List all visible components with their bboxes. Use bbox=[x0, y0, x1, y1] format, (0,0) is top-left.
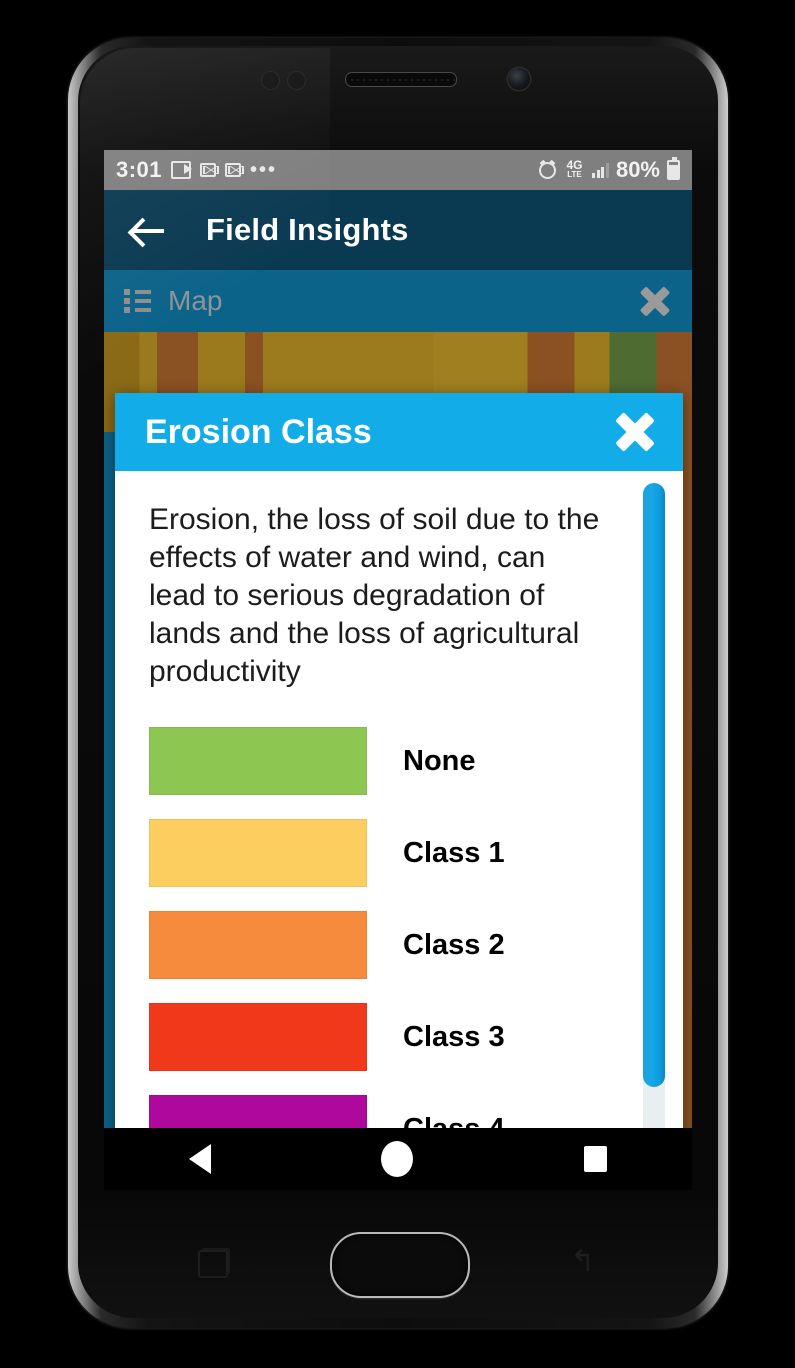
nav-recents-icon[interactable] bbox=[583, 1146, 607, 1172]
legend-label: Class 3 bbox=[403, 1020, 505, 1053]
close-icon[interactable] bbox=[638, 284, 672, 318]
legend-list: None Class 1 Class 2 Class 3 bbox=[149, 715, 649, 1175]
list-item: None bbox=[149, 715, 649, 807]
dialog-body: Erosion, the loss of soil due to the eff… bbox=[115, 471, 683, 1190]
back-arrow-icon[interactable] bbox=[130, 215, 168, 245]
front-camera-icon bbox=[508, 68, 530, 90]
network-type-icon: 4G LTE bbox=[566, 158, 583, 179]
erosion-class-dialog: Erosion Class Erosion, the loss of soil … bbox=[115, 393, 683, 1190]
battery-percent-label: 80% bbox=[615, 157, 660, 182]
status-bar: 3:01 ••• 4G LTE 80% bbox=[104, 150, 692, 190]
gmail-icon bbox=[200, 163, 217, 177]
earpiece-speaker bbox=[345, 72, 457, 87]
nav-home-icon[interactable] bbox=[381, 1141, 414, 1177]
app-bar: Field Insights bbox=[104, 190, 692, 270]
hardware-back-key-icon[interactable]: ↰ bbox=[570, 1245, 596, 1278]
ambient-light-sensor-icon bbox=[262, 72, 279, 89]
dialog-description: Erosion, the loss of soil due to the eff… bbox=[149, 503, 600, 689]
legend-label: Class 1 bbox=[403, 836, 505, 869]
list-item: Class 2 bbox=[149, 899, 649, 991]
nav-back-icon[interactable] bbox=[189, 1144, 212, 1174]
map-bar-label: Map bbox=[168, 285, 223, 316]
iris-sensor-icon bbox=[288, 72, 305, 89]
status-bar-clock: 3:01 bbox=[116, 157, 163, 182]
legend-swatch bbox=[149, 1003, 367, 1072]
close-icon[interactable] bbox=[613, 410, 657, 454]
scrollbar-thumb[interactable] bbox=[643, 483, 665, 1087]
proximity-sensor-icon bbox=[232, 74, 245, 87]
battery-icon bbox=[667, 157, 680, 180]
status-bar-right: 4G LTE 80% bbox=[539, 157, 680, 183]
status-bar-left: 3:01 ••• bbox=[116, 157, 278, 183]
signal-bars-icon bbox=[592, 162, 609, 178]
dialog-header: Erosion Class bbox=[115, 393, 683, 471]
android-nav-bar bbox=[104, 1128, 692, 1190]
dialog-title: Erosion Class bbox=[145, 412, 372, 451]
gmail-icon bbox=[225, 163, 242, 177]
legend-swatch bbox=[149, 727, 367, 796]
legend-label: Class 2 bbox=[403, 928, 505, 961]
hardware-home-button[interactable] bbox=[330, 1232, 470, 1298]
page-title: Field Insights bbox=[206, 212, 409, 247]
list-item: Class 3 bbox=[149, 991, 649, 1083]
legend-swatch bbox=[149, 911, 367, 980]
alarm-icon bbox=[539, 161, 557, 179]
phone-screen: 3:01 ••• 4G LTE 80% Field Insights bbox=[104, 150, 692, 1190]
legend-label: None bbox=[403, 744, 476, 777]
map-bar: Map bbox=[104, 270, 692, 332]
outlook-icon bbox=[171, 161, 193, 179]
list-icon[interactable] bbox=[124, 289, 152, 313]
legend-swatch bbox=[149, 819, 367, 888]
hardware-recents-key-icon[interactable] bbox=[198, 1250, 228, 1278]
list-item: Class 1 bbox=[149, 807, 649, 899]
overflow-dots-icon: ••• bbox=[250, 159, 278, 181]
